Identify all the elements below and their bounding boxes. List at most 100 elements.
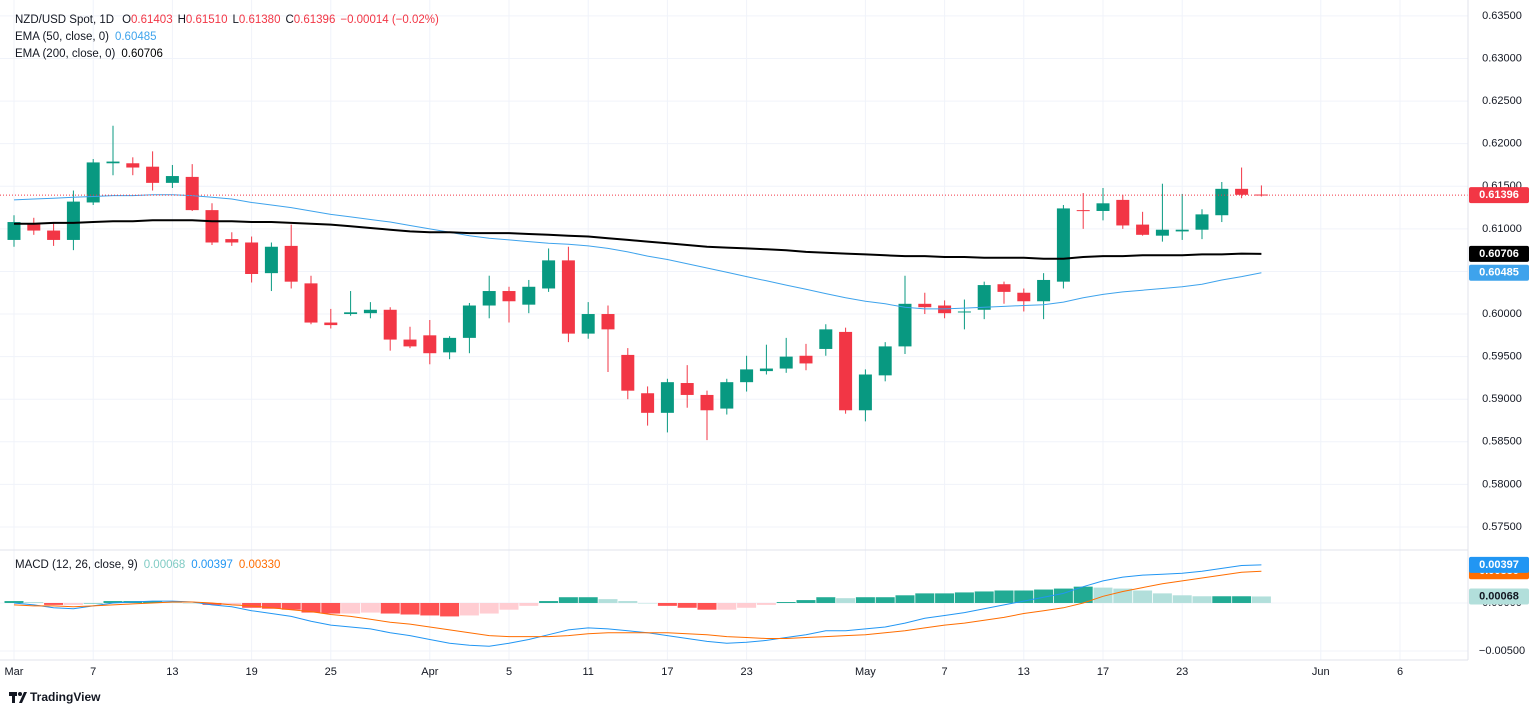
candle-body	[660, 382, 674, 413]
plot-area	[0, 125, 1468, 647]
watermark-logo: TradingView	[9, 690, 101, 704]
histogram-bar	[420, 602, 440, 616]
macd-badge: 0.00397	[1479, 559, 1519, 571]
logo-part	[19, 692, 27, 703]
candle-body	[898, 303, 912, 347]
histogram-bar	[598, 599, 618, 603]
ema-line	[14, 219, 1262, 260]
histogram-bar	[479, 602, 499, 614]
histogram-bar	[1212, 596, 1232, 603]
candle-body	[740, 369, 754, 383]
ema-value: 0.60485	[115, 31, 157, 43]
x-tick-label: Jun	[1312, 666, 1330, 678]
y-tick-label: 0.57500	[1482, 521, 1522, 533]
ohlc-name: L	[232, 14, 239, 26]
candle-body	[581, 314, 595, 334]
y-tick-label: 0.59000	[1482, 393, 1522, 405]
y-tick-label: 0.61000	[1482, 223, 1522, 235]
histogram-bar	[776, 602, 796, 603]
candle-body	[7, 222, 21, 240]
candle-body	[1155, 229, 1169, 236]
histogram-bar	[915, 593, 935, 603]
histogram-bar	[519, 602, 539, 606]
candle-body	[1215, 188, 1229, 216]
candle-body	[106, 161, 120, 164]
histogram-bar	[4, 601, 24, 603]
histogram-bar	[1034, 589, 1054, 603]
histogram-bar	[261, 602, 281, 609]
histogram-bar	[222, 602, 242, 605]
candle-body	[779, 356, 793, 369]
candle-body	[1136, 224, 1150, 235]
histogram-bar	[756, 602, 776, 605]
histogram-bar	[677, 602, 697, 608]
candle-body	[482, 291, 496, 306]
signal-value: 0.00330	[239, 559, 281, 571]
histogram-bar	[657, 602, 677, 606]
histogram-bar	[63, 602, 83, 605]
x-tick-label: 11	[582, 666, 593, 678]
macd-name: MACD (12, 26, close, 9)	[15, 559, 138, 571]
candle-body	[443, 337, 457, 353]
macd-legend: MACD (12, 26, close, 9) 0.00068 0.00397 0.0…	[15, 559, 280, 571]
x-tick-label: Apr	[421, 666, 438, 678]
candle-body	[502, 291, 516, 302]
histogram-bar	[242, 602, 262, 608]
macd-badge-bg	[1469, 556, 1529, 573]
x-tick-label: 7	[942, 666, 948, 678]
watermark-text: TradingView	[30, 690, 101, 704]
histogram-bar	[836, 598, 856, 603]
x-tick-label: 17	[1097, 666, 1109, 678]
histogram-bar	[935, 593, 955, 603]
histogram-bar	[341, 602, 361, 614]
candle-body	[423, 335, 437, 354]
histogram-bar	[895, 595, 915, 603]
histogram-bar	[360, 602, 380, 613]
x-tick-label: 23	[1176, 666, 1188, 678]
candle-body	[680, 383, 694, 395]
ohlc-value: 0.61380	[239, 14, 281, 26]
ohlc-value: 0.61403	[131, 14, 173, 26]
candle-body	[858, 374, 872, 411]
histogram-bar	[400, 602, 420, 615]
candle-body	[641, 393, 655, 413]
ema200-badge-bg	[1469, 245, 1529, 262]
histogram-bar	[1172, 595, 1192, 603]
histogram-bar	[1113, 588, 1133, 603]
histogram-bar	[994, 590, 1014, 603]
logo-part	[12, 692, 15, 703]
ema-name: EMA (200, close, 0)	[15, 48, 116, 60]
histogram-bar	[539, 601, 559, 603]
histogram-bar	[1152, 593, 1172, 603]
legend: NZD/USD Spot, 1D O0.61403 H0.61510 L0.61380…	[15, 14, 439, 571]
histogram-badge-bg	[1469, 588, 1529, 605]
candle-body	[126, 163, 140, 168]
axes: 0.57500 0.58000 0.58500 0.59000 0.59500 0.600…	[5, 10, 1529, 678]
x-tick-label: 6	[1397, 666, 1403, 678]
candle-body	[363, 309, 377, 314]
logo-part	[18, 692, 22, 696]
ema50-legend: EMA (50, close, 0) 0.60485	[15, 31, 157, 43]
histogram-bar	[697, 602, 717, 610]
candle-body	[542, 260, 556, 289]
x-tick-label: 17	[661, 666, 673, 678]
y-tick-label: 0.63000	[1482, 52, 1522, 64]
candle-body	[997, 284, 1011, 292]
symbol-header: NZD/USD Spot, 1D O0.61403 H0.61510 L0.61380…	[15, 14, 439, 26]
histogram-bar	[954, 592, 974, 603]
y-tick-label: 0.62000	[1482, 138, 1522, 150]
histogram-badge: 0.00068	[1479, 590, 1519, 602]
histogram-bar	[1251, 596, 1271, 603]
ohlc-name: H	[178, 14, 186, 26]
ema-line	[13, 194, 1262, 310]
y-tick-label: 0.59500	[1482, 351, 1522, 363]
candle-body	[245, 242, 259, 274]
candle-body	[522, 286, 536, 305]
histogram-bar	[578, 597, 598, 603]
x-tick-label: 25	[325, 666, 337, 678]
histogram-bar	[974, 591, 994, 603]
histogram-bar	[182, 602, 202, 604]
candle-body	[977, 285, 991, 310]
y-tick-label: 0.60000	[1482, 308, 1522, 320]
